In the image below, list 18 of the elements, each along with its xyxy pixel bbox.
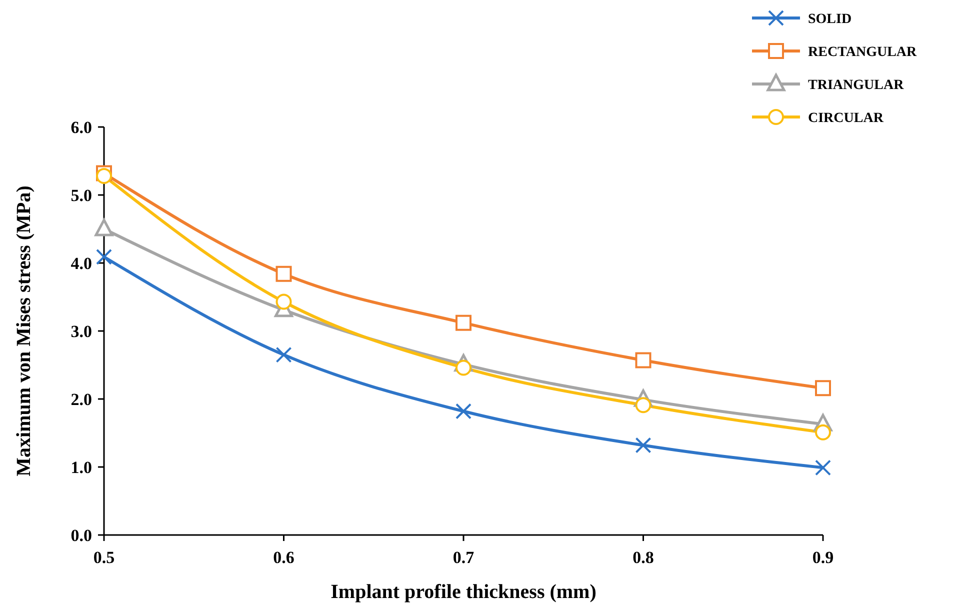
legend-label: TRIANGULAR — [808, 78, 905, 93]
y-tick-label: 3.0 — [70, 322, 92, 341]
x-tick-label: 0.6 — [273, 548, 294, 567]
legend-label: SOLID — [808, 12, 852, 27]
x-tick-label: 0.9 — [812, 548, 834, 567]
y-tick-label: 5.0 — [70, 186, 92, 205]
legend-label: RECTANGULAR — [808, 44, 918, 60]
x-tick-label: 0.5 — [93, 548, 115, 567]
y-tick-label: 2.0 — [70, 390, 92, 409]
x-axis-title: Implant profile thickness (mm) — [330, 581, 596, 603]
legend-label: CIRCULAR — [808, 110, 884, 126]
x-tick-label: 0.7 — [452, 548, 475, 567]
y-tick-label: 6.0 — [70, 118, 92, 137]
y-tick-label: 4.0 — [70, 254, 92, 273]
x-tick-label: 0.8 — [632, 548, 654, 567]
y-tick-label: 0.0 — [70, 526, 92, 545]
y-axis-title: Maximum von Mises stress (MPa) — [13, 186, 35, 476]
y-tick-label: 1.0 — [70, 458, 92, 477]
